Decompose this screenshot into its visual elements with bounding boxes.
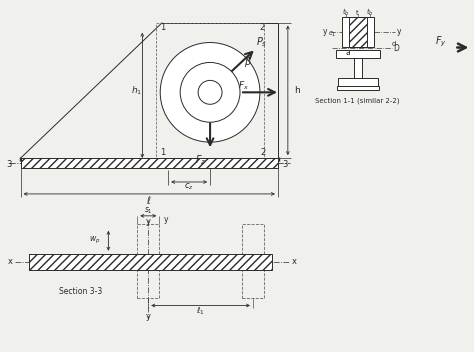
Circle shape [198, 80, 222, 104]
Text: y: y [164, 215, 169, 224]
Text: d: d [392, 40, 396, 46]
Text: $F_y$: $F_y$ [435, 34, 447, 49]
Text: 2: 2 [259, 23, 264, 32]
Text: $c_z$: $c_z$ [184, 182, 194, 192]
Text: $c_1$: $c_1$ [328, 30, 337, 39]
Bar [156, 23, 264, 158]
Bar [28, 254, 272, 270]
Text: y: y [397, 27, 401, 36]
Text: y: y [323, 27, 328, 36]
Text: Section 1-1 (similar 2-2): Section 1-1 (similar 2-2) [315, 97, 400, 103]
Text: x: x [8, 257, 13, 266]
Text: 1: 1 [161, 147, 166, 157]
Circle shape [180, 62, 240, 122]
Text: $\ell_1$: $\ell_1$ [196, 306, 204, 317]
Text: $P_s$: $P_s$ [256, 36, 267, 49]
Text: a: a [345, 48, 350, 57]
Text: y: y [146, 217, 151, 226]
Bar [354, 58, 362, 78]
Text: 3: 3 [282, 159, 288, 169]
Bar [342, 17, 374, 46]
Text: x: x [292, 257, 297, 266]
Text: 1: 1 [161, 23, 166, 32]
Text: $\beta$: $\beta$ [244, 56, 252, 69]
Text: $\ell$: $\ell$ [146, 194, 152, 206]
Bar [137, 270, 159, 297]
Bar [337, 86, 379, 90]
Bar [137, 224, 159, 254]
Bar [21, 158, 278, 168]
Text: D: D [393, 44, 400, 53]
Bar [28, 254, 272, 270]
Text: $t_b$: $t_b$ [366, 7, 374, 18]
Bar [336, 50, 380, 58]
Text: $F_z$: $F_z$ [195, 153, 206, 167]
Bar [21, 158, 278, 168]
Text: R: R [225, 74, 231, 83]
Text: h: h [294, 86, 300, 95]
Text: t: t [356, 10, 359, 15]
Circle shape [160, 43, 260, 142]
Text: 3: 3 [6, 159, 11, 169]
Text: $F_x$: $F_x$ [238, 79, 249, 92]
Text: y: y [146, 313, 151, 321]
Bar [349, 17, 366, 46]
Text: $w_p$: $w_p$ [89, 235, 100, 246]
Text: Section 3-3: Section 3-3 [59, 287, 102, 296]
Text: $t_b$: $t_b$ [342, 7, 349, 18]
Text: $h_1$: $h_1$ [131, 84, 142, 96]
Bar [349, 17, 366, 46]
Text: $s_1$: $s_1$ [144, 206, 153, 216]
Text: 2: 2 [260, 147, 265, 157]
Bar [242, 270, 264, 297]
Bar [242, 224, 264, 254]
Bar [337, 78, 378, 86]
